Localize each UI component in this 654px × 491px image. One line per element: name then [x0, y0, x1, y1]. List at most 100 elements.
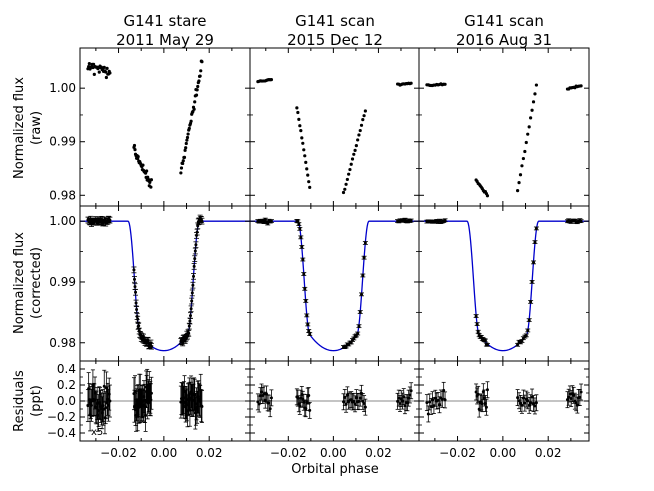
corrected-point: [409, 219, 413, 222]
corrected-point: [108, 218, 112, 222]
residual-point: [521, 396, 525, 400]
residual-point: [102, 407, 106, 411]
corrected-point: [302, 272, 306, 276]
corrected-point: [137, 324, 141, 328]
residual-point: [397, 396, 401, 400]
corrected-point: [299, 235, 303, 239]
residual-point: [526, 399, 530, 403]
raw-point: [184, 141, 188, 146]
raw-point: [185, 135, 190, 140]
residual-point: [308, 408, 312, 412]
raw-point: [358, 128, 362, 133]
corrected-point: [476, 330, 480, 334]
raw-point: [443, 82, 447, 86]
raw-point: [199, 69, 203, 73]
corrected-point: [358, 310, 362, 314]
residual-point: [267, 401, 271, 405]
residual-point: [403, 404, 407, 408]
row-1-ylabel-line-2: (raw): [29, 111, 44, 145]
y-tick-label-row-3: 0.4: [57, 362, 76, 376]
corrected-point: [524, 333, 528, 337]
residual-point: [149, 398, 153, 402]
raw-point: [343, 187, 347, 191]
raw-point: [308, 185, 312, 189]
model-curve: [250, 220, 419, 352]
raw-point: [354, 144, 358, 148]
panel-bg-r1-c3: [419, 48, 589, 206]
corrected-point: [520, 339, 524, 343]
corrected-point: [193, 249, 197, 253]
corrected-point: [133, 285, 137, 289]
corrected-point: [579, 219, 583, 223]
y-tick-label-row-3: 0.2: [57, 378, 76, 392]
y-tick-label-row-2: 0.98: [49, 336, 76, 350]
raw-point: [361, 118, 365, 122]
corrected-point: [530, 280, 534, 284]
corrected-point: [361, 273, 365, 277]
x-tick-label-col-2: 0.00: [320, 446, 347, 460]
panel-bg-r2-c1: [80, 206, 250, 361]
residual-point: [530, 395, 534, 399]
raw-point: [132, 143, 137, 148]
raw-flux-points-col-2: [256, 78, 413, 195]
residual-point: [426, 412, 430, 416]
corrected-point: [357, 324, 361, 328]
raw-point: [269, 78, 274, 82]
residual-point: [579, 390, 583, 394]
raw-point: [520, 164, 524, 168]
raw-point: [186, 132, 190, 136]
residual-point: [565, 398, 569, 402]
raw-point: [181, 159, 185, 163]
corrected-point: [134, 290, 138, 294]
column-title-3-line-2: 2016 Aug 31: [456, 31, 552, 49]
residual-point: [476, 392, 480, 396]
residual-point: [342, 400, 346, 404]
x-tick-label-col-3: 0.00: [490, 446, 517, 460]
residual-points-col-2: [250, 382, 419, 419]
residual-point: [354, 396, 358, 400]
residual-point: [408, 393, 412, 397]
residual-points-col-3: [419, 381, 589, 423]
x-tick-label-col-3: −0.02: [439, 446, 476, 460]
x-tick-label-col-1: 0.02: [196, 446, 223, 460]
residual-point: [133, 390, 137, 394]
residual-point: [358, 396, 362, 400]
raw-point: [523, 149, 527, 154]
raw-flux-points-col-1: [86, 59, 204, 189]
corrected-point: [149, 344, 153, 348]
raw-point: [304, 160, 308, 164]
corrected-point: [533, 240, 537, 244]
raw-point: [301, 141, 305, 145]
raw-point: [518, 173, 523, 177]
residual-point: [258, 394, 262, 398]
corrected-point: [132, 277, 136, 281]
raw-point: [363, 109, 367, 113]
corrected-point: [187, 324, 191, 328]
raw-point: [359, 123, 364, 127]
panel-bg-r2-c2: [250, 206, 419, 361]
raw-point: [185, 138, 189, 142]
residual-point: [343, 395, 347, 399]
raw-point: [534, 83, 539, 87]
raw-point: [104, 70, 108, 74]
corrected-point: [297, 222, 301, 226]
corrected-point: [135, 308, 139, 312]
residual-point: [269, 396, 273, 400]
raw-point: [295, 106, 299, 110]
corrected-point: [308, 332, 312, 336]
corrected-point: [269, 219, 273, 223]
corrected-point: [356, 332, 360, 336]
raw-point: [136, 154, 140, 159]
raw-point: [92, 72, 96, 76]
row-3-ylabel-line-1: Residuals: [12, 370, 27, 432]
y-tick-label-row-3: −0.2: [47, 410, 76, 424]
raw-point: [345, 177, 349, 182]
residual-point: [480, 402, 484, 406]
residual-point: [401, 399, 405, 403]
raw-point: [530, 108, 534, 112]
raw-point: [307, 180, 311, 184]
raw-point: [97, 70, 101, 74]
raw-point: [149, 185, 153, 189]
raw-point: [145, 169, 149, 173]
raw-point: [92, 62, 96, 66]
